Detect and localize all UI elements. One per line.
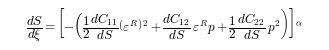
Text: $\dfrac{dS}{d\xi} = \left[-\left(\dfrac{1}{2}\dfrac{dC_{11}}{dS}\left(\varepsilo: $\dfrac{dS}{d\xi} = \left[-\left(\dfrac{… xyxy=(26,6,303,44)
